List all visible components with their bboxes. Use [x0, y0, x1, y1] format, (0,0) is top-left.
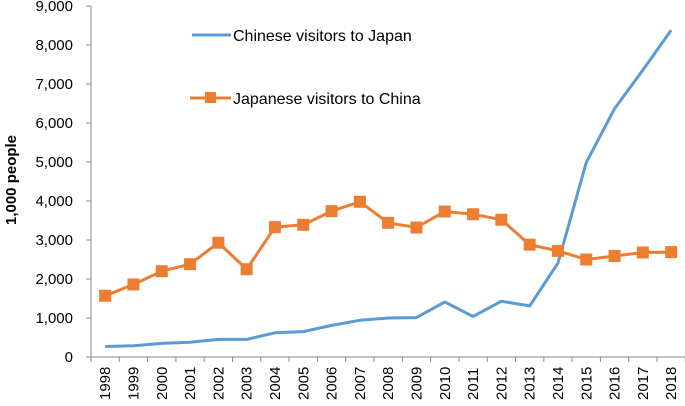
legend-label: Japanese visitors to China [233, 91, 421, 108]
y-tick-label: 8,000 [35, 37, 73, 54]
x-tick-label: 2017 [635, 367, 652, 400]
x-tick-label: 2005 [295, 367, 312, 400]
legend: Chinese visitors to Japan Japanese visit… [190, 28, 421, 108]
data-point-marker [127, 278, 140, 291]
y-tick-label: 4,000 [35, 193, 73, 210]
x-tick-label: 2012 [493, 367, 510, 400]
y-tick-label: 3,000 [35, 232, 73, 249]
legend-item-japanese-visitors: Japanese visitors to China [190, 91, 421, 108]
x-tick-label: 2008 [380, 367, 397, 400]
data-point-marker [297, 218, 310, 231]
data-point-marker [353, 195, 366, 208]
x-tick-label: 2011 [465, 368, 482, 400]
data-point-marker [495, 213, 508, 226]
x-tick-label: 2015 [578, 367, 595, 400]
x-tick-label: 2016 [607, 367, 624, 400]
y-tick-label: 6,000 [35, 115, 73, 132]
data-point-marker [467, 208, 480, 221]
x-tick-label: 2013 [522, 367, 539, 400]
data-point-marker [438, 205, 451, 218]
x-tick-label: 1999 [125, 367, 142, 400]
data-point-marker [523, 238, 536, 251]
data-point-marker [382, 216, 395, 229]
series-layer [99, 29, 678, 348]
data-point-marker [268, 221, 281, 234]
y-tick-label: 1,000 [35, 310, 73, 327]
legend-label: Chinese visitors to Japan [233, 28, 412, 45]
x-tick-label: 2007 [352, 367, 369, 400]
x-tick-label: 2009 [408, 367, 425, 400]
y-tick-label: 7,000 [35, 76, 73, 93]
legend-item-chinese-visitors: Chinese visitors to Japan [192, 28, 412, 45]
data-point-marker [212, 236, 225, 249]
data-point-marker [580, 253, 593, 266]
x-tick-label: 2014 [550, 367, 567, 400]
y-axis-label: 1,000 people [3, 135, 20, 225]
data-point-marker [325, 205, 338, 218]
series-line [105, 29, 673, 348]
y-tick-label: 5,000 [35, 154, 73, 171]
x-tick-label: 2018 [663, 367, 680, 400]
x-axis: 1998 1999 2000 2001 2002 2003 2004 2005 2006 2007… [90, 356, 685, 400]
data-point-marker [636, 246, 649, 259]
data-point-marker [608, 249, 621, 262]
data-point-marker [240, 263, 253, 276]
data-point-marker [665, 246, 678, 259]
x-tick-label: 2006 [324, 367, 341, 400]
y-tick-label: 2,000 [35, 271, 73, 288]
x-tick-label: 2010 [437, 367, 454, 400]
x-tick-label: 2004 [267, 367, 284, 400]
data-point-marker [551, 244, 564, 257]
y-tick-label: 9,000 [35, 0, 73, 15]
data-point-marker [99, 289, 112, 302]
x-tick-label: 2002 [210, 367, 227, 400]
data-point-marker [184, 258, 197, 271]
y-tick-label: 0 [65, 349, 73, 366]
series-line [104, 200, 672, 298]
data-point-marker [410, 221, 423, 234]
x-tick-label: 2003 [239, 367, 256, 400]
x-tick-label: 2001 [182, 367, 199, 400]
y-axis: 0 1,000 2,000 3,000 4,000 5,000 6,000 7,000 8,00… [35, 0, 92, 366]
square-marker-icon [205, 92, 216, 103]
x-tick-label: 2000 [154, 367, 171, 400]
x-tick-label: 1998 [97, 367, 114, 400]
data-point-marker [155, 265, 168, 278]
